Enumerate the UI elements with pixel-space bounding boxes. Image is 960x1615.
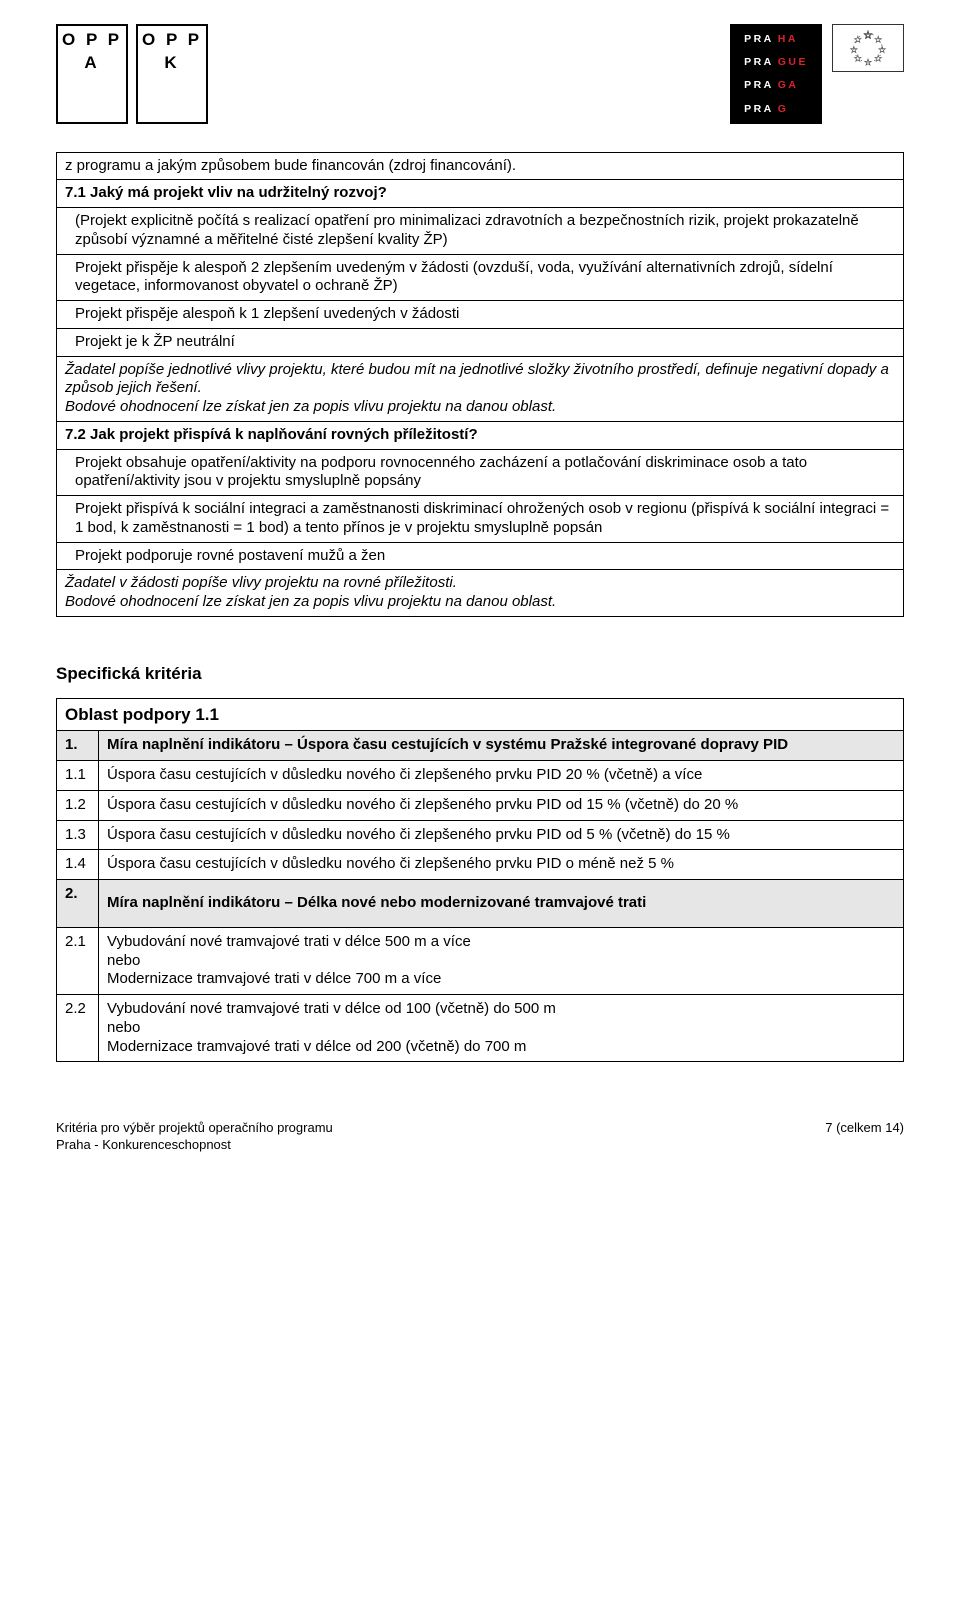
k2-num: 2. [57,880,99,928]
k21-row: 2.1 Vybudování nové tramvajové trati v d… [57,927,904,994]
praha-l: PRA [744,78,774,92]
k12-text: Úspora času cestujících v důsledku novéh… [99,790,904,820]
logo-opp-a-l1: O P P [62,29,122,52]
q72-opt3: Projekt podporuje rovné postavení mužů a… [57,542,903,570]
k11-num: 1.1 [57,761,99,791]
header-logos: O P P A O P P K PRA HA PRA GUE PRA GA PRA G [56,24,904,124]
k1-title: Míra naplnění indikátoru – Úspora času c… [99,731,904,761]
k13-text: Úspora času cestujících v důsledku novéh… [99,820,904,850]
logo-opp-a: O P P A [56,24,128,124]
k13-num: 1.3 [57,820,99,850]
k13-row: 1.3 Úspora času cestujících v důsledku n… [57,820,904,850]
k21-num: 2.1 [57,927,99,994]
area-title: Oblast podpory 1.1 [57,699,904,731]
q71-opt4: Projekt je k ŽP neutrální [57,328,903,356]
k11-text: Úspora času cestujících v důsledku novéh… [99,761,904,791]
praha-r: HA [778,32,798,46]
k12-row: 1.2 Úspora času cestujících v důsledku n… [57,790,904,820]
k22-num: 2.2 [57,995,99,1062]
q71-note: Žadatel popíše jednotlivé vlivy projektu… [57,356,903,421]
logo-opp-k-l2: K [142,52,202,75]
footer: Kritéria pro výběr projektů operačního p… [56,1120,904,1153]
k11-row: 1.1 Úspora času cestujících v důsledku n… [57,761,904,791]
q71-opt1: (Projekt explicitně počítá s realizací o… [57,207,903,254]
intro-row: z programu a jakým způsobem bude financo… [57,153,903,180]
q71-title: 7.1 Jaký má projekt vliv na udržitelný r… [57,179,903,207]
intro-text: z programu a jakým způsobem bude financo… [65,157,516,174]
q72-title: 7.2 Jak projekt přispívá k naplňování ro… [57,421,903,449]
q72-note: Žadatel v žádosti popíše vlivy projektu … [57,569,903,616]
spec-table: Oblast podpory 1.1 1. Míra naplnění indi… [56,698,904,1062]
k12-num: 1.2 [57,790,99,820]
footer-right: 7 (celkem 14) [825,1120,904,1153]
q72-opt2: Projekt přispívá k sociální integraci a … [57,495,903,542]
praha-r: GUE [778,55,808,69]
q71-opt3: Projekt přispěje alespoň k 1 zlepšení uv… [57,300,903,328]
k14-text: Úspora času cestujících v důsledku novéh… [99,850,904,880]
k22-text: Vybudování nové tramvajové trati v délce… [99,995,904,1062]
logo-opp-k: O P P K [136,24,208,124]
praha-l: PRA [744,55,774,69]
q72-note1: Žadatel v žádosti popíše vlivy projektu … [65,574,895,593]
eu-flag-icon [832,24,904,72]
praha-logo: PRA HA PRA GUE PRA GA PRA G [730,24,822,124]
q72-opt1: Projekt obsahuje opatření/aktivity na po… [57,449,903,496]
k2-title: Míra naplnění indikátoru – Délka nové ne… [99,880,904,928]
footer-left: Kritéria pro výběr projektů operačního p… [56,1120,333,1153]
logo-opp-k-l1: O P P [142,29,202,52]
k22-row: 2.2 Vybudování nové tramvajové trati v d… [57,995,904,1062]
k2-row: 2. Míra naplnění indikátoru – Délka nové… [57,880,904,928]
k14-num: 1.4 [57,850,99,880]
praha-r: GA [778,78,799,92]
q71-note1: Žadatel popíše jednotlivé vlivy projektu… [65,361,895,399]
praha-r: G [778,102,789,116]
q71-note2: Bodové ohodnocení lze získat jen za popi… [65,398,895,417]
q71-opt1-text: (Projekt explicitně počítá s realizací o… [75,212,895,250]
praha-l: PRA [744,32,774,46]
k1-row: 1. Míra naplnění indikátoru – Úspora čas… [57,731,904,761]
logo-opp-a-l2: A [62,52,122,75]
k14-row: 1.4 Úspora času cestujících v důsledku n… [57,850,904,880]
k21-text: Vybudování nové tramvajové trati v délce… [99,927,904,994]
praha-l: PRA [744,102,774,116]
q72-note2: Bodové ohodnocení lze získat jen za popi… [65,593,895,612]
header-right-logos: PRA HA PRA GUE PRA GA PRA G [730,24,904,124]
header-left-logos: O P P A O P P K [56,24,208,124]
area-row: Oblast podpory 1.1 [57,699,904,731]
q71-opt2: Projekt přispěje k alespoň 2 zlepšením u… [57,254,903,301]
criteria-box: z programu a jakým způsobem bude financo… [56,152,904,617]
spec-heading: Specifická kritéria [56,663,904,684]
k1-num: 1. [57,731,99,761]
